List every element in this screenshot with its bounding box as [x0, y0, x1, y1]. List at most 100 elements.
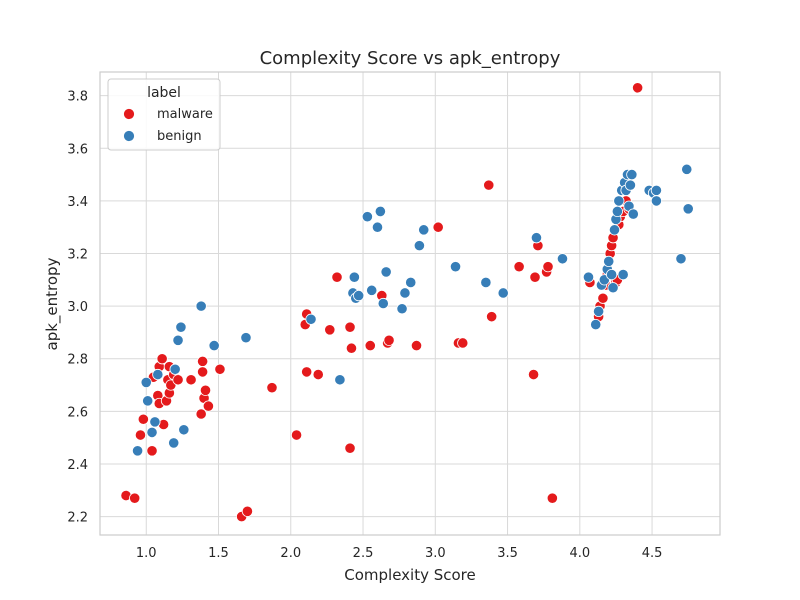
data-point-benign: [449, 261, 462, 273]
x-tick-label: 3.5: [497, 546, 518, 561]
y-tick-label: 3.6: [67, 142, 88, 157]
data-point-malware: [301, 366, 313, 378]
legend-box: [107, 78, 221, 151]
data-point-malware: [324, 324, 336, 336]
data-point-malware: [513, 261, 525, 273]
data-point-malware: [546, 492, 558, 504]
data-points: [120, 82, 694, 523]
data-point-malware: [364, 339, 376, 352]
data-point-malware: [542, 261, 554, 273]
data-point-malware: [290, 429, 303, 441]
data-point-malware: [195, 408, 207, 420]
chart-title: Complexity Score vs apk_entropy: [260, 48, 561, 69]
legend-marker-malware: [123, 108, 135, 120]
y-axis-ticks: 2.2 2.4 2.6 2.8 3.0 3.2 3.4 3.6 3.8: [67, 90, 88, 526]
legend: label malware benign: [107, 78, 221, 151]
data-point-malware: [146, 445, 158, 457]
data-point-benign: [152, 368, 164, 381]
data-point-malware: [344, 442, 356, 454]
data-point-benign: [334, 374, 346, 386]
y-tick-label: 2.8: [67, 353, 88, 368]
data-point-benign: [590, 318, 602, 331]
data-point-benign: [169, 363, 181, 375]
data-point-malware: [197, 355, 209, 367]
legend-label-benign: benign: [157, 129, 202, 144]
data-point-benign: [606, 268, 618, 281]
legend-title: label: [147, 85, 181, 101]
data-point-malware: [345, 342, 358, 354]
data-point-benign: [399, 287, 411, 299]
y-axis-label: apk_entropy: [43, 257, 62, 350]
data-point-benign: [380, 266, 392, 278]
data-point-benign: [418, 224, 430, 236]
y-tick-label: 3.0: [67, 300, 88, 315]
data-point-malware: [197, 366, 209, 378]
data-point-benign: [593, 305, 605, 317]
data-point-malware: [344, 321, 356, 333]
x-axis-label: Complexity Score: [344, 566, 476, 584]
data-point-malware: [185, 374, 197, 386]
legend-marker-benign: [123, 130, 135, 142]
data-point-malware: [432, 221, 444, 233]
data-point-benign: [608, 224, 621, 236]
data-point-malware: [597, 292, 609, 304]
data-point-benign: [240, 332, 252, 344]
data-point-malware: [410, 339, 423, 352]
x-tick-label: 1.0: [136, 546, 157, 561]
data-point-malware: [529, 271, 541, 283]
data-point-benign: [480, 276, 492, 289]
data-point-benign: [617, 268, 629, 281]
data-point-malware: [172, 374, 184, 386]
data-point-benign: [675, 253, 687, 265]
data-point-malware: [266, 382, 278, 394]
data-point-benign: [353, 290, 365, 302]
data-point-benign: [607, 282, 619, 294]
y-tick-label: 2.6: [67, 405, 88, 420]
plot-border: [99, 71, 721, 536]
data-point-malware: [632, 82, 644, 94]
data-point-benign: [627, 208, 639, 220]
data-point-benign: [624, 179, 636, 191]
data-point-benign: [374, 205, 386, 218]
data-point-malware: [483, 179, 495, 191]
y-tick-label: 2.2: [67, 511, 88, 526]
data-point-malware: [383, 334, 395, 346]
data-point-benign: [603, 255, 615, 268]
data-point-malware: [199, 384, 212, 396]
data-point-benign: [556, 253, 569, 265]
data-point-benign: [208, 339, 220, 352]
data-point-malware: [214, 363, 226, 375]
data-point-benign: [530, 232, 543, 244]
data-point-benign: [178, 424, 190, 436]
x-tick-label: 4.0: [569, 546, 590, 561]
data-point-malware: [134, 429, 147, 441]
legend-label-malware: malware: [157, 107, 213, 122]
data-point-benign: [413, 240, 425, 252]
data-point-malware: [312, 368, 324, 381]
data-point-benign: [371, 221, 384, 233]
data-point-benign: [305, 313, 317, 325]
data-point-benign: [195, 300, 207, 312]
plot-frame: [99, 71, 721, 536]
x-tick-label: 2.0: [280, 546, 301, 561]
data-point-benign: [361, 211, 373, 223]
data-point-benign: [626, 168, 638, 181]
data-point-benign: [497, 287, 509, 299]
data-point-benign: [131, 445, 144, 457]
data-point-benign: [377, 297, 389, 310]
data-point-malware: [241, 505, 254, 517]
data-point-benign: [582, 271, 595, 283]
data-point-benign: [613, 195, 625, 207]
data-point-benign: [146, 426, 158, 439]
data-point-benign: [682, 203, 694, 215]
data-point-malware: [156, 353, 168, 365]
data-point-benign: [611, 205, 623, 218]
data-point-benign: [396, 303, 408, 315]
data-point-malware: [486, 311, 498, 323]
y-tick-label: 3.8: [67, 90, 88, 105]
data-point-malware: [457, 337, 469, 349]
y-tick-label: 2.4: [67, 458, 88, 473]
data-point-benign: [405, 276, 417, 289]
